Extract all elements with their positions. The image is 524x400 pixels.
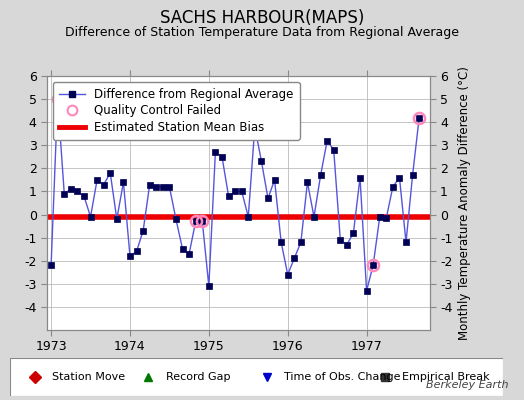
Y-axis label: Monthly Temperature Anomaly Difference (°C): Monthly Temperature Anomaly Difference (…: [458, 66, 471, 340]
Legend: Difference from Regional Average, Quality Control Failed, Estimated Station Mean: Difference from Regional Average, Qualit…: [53, 82, 300, 140]
Text: Empirical Break: Empirical Break: [402, 372, 490, 382]
FancyBboxPatch shape: [10, 358, 503, 396]
Text: SACHS HARBOUR(MAPS): SACHS HARBOUR(MAPS): [160, 9, 364, 27]
Text: Record Gap: Record Gap: [166, 372, 230, 382]
Text: Station Move: Station Move: [52, 372, 125, 382]
Text: Berkeley Earth: Berkeley Earth: [426, 380, 508, 390]
Text: Difference of Station Temperature Data from Regional Average: Difference of Station Temperature Data f…: [65, 26, 459, 39]
Text: Time of Obs. Change: Time of Obs. Change: [284, 372, 400, 382]
